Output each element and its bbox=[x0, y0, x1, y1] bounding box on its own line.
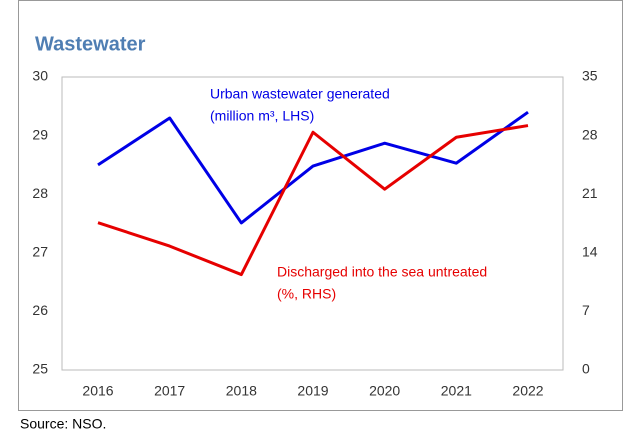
y-tick-label: 26 bbox=[32, 302, 48, 318]
y2-tick-label: 35 bbox=[582, 68, 598, 84]
x-tick-label: 2020 bbox=[369, 383, 400, 399]
y2-tick-label: 0 bbox=[582, 361, 590, 377]
y-tick-label: 25 bbox=[32, 361, 48, 377]
x-tick-label: 2017 bbox=[154, 383, 185, 399]
y-tick-label: 27 bbox=[32, 244, 48, 260]
series-label: (million m³, LHS) bbox=[210, 108, 314, 124]
y2-tick-label: 14 bbox=[582, 244, 598, 260]
y2-tick-label: 28 bbox=[582, 126, 598, 142]
series-line bbox=[97, 110, 529, 225]
chart-title: Wastewater bbox=[35, 33, 146, 55]
x-tick-label: 2022 bbox=[512, 383, 543, 399]
y-tick-label: 30 bbox=[32, 68, 48, 84]
x-tick-label: 2019 bbox=[297, 383, 328, 399]
plot-frame bbox=[61, 76, 564, 371]
outer-frame bbox=[18, 0, 623, 411]
series-line bbox=[97, 124, 529, 277]
x-tick-label: 2016 bbox=[82, 383, 113, 399]
y2-tick-label: 7 bbox=[582, 302, 590, 318]
series-label: Urban wastewater generated bbox=[210, 86, 390, 102]
series-label: Discharged into the sea untreated bbox=[277, 264, 487, 280]
series-label: (%, RHS) bbox=[277, 286, 336, 302]
y-tick-label: 28 bbox=[32, 185, 48, 201]
x-tick-label: 2021 bbox=[441, 383, 472, 399]
y2-tick-label: 21 bbox=[582, 185, 598, 201]
x-tick-label: 2018 bbox=[226, 383, 257, 399]
source: Source: NSO. bbox=[20, 416, 106, 432]
y-tick-label: 29 bbox=[32, 126, 48, 142]
